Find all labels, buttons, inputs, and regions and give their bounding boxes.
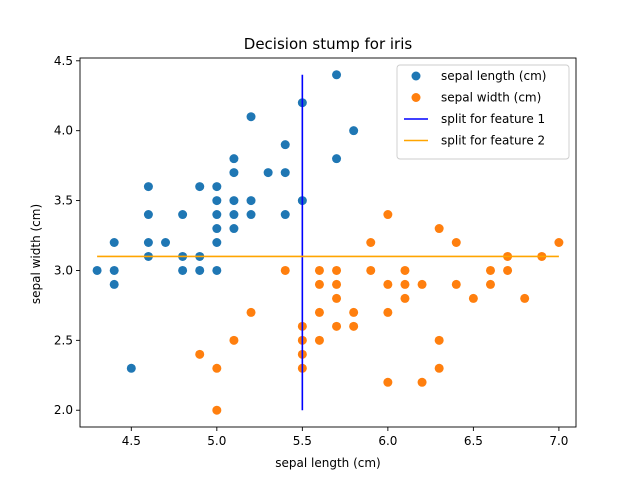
data-point-series-1-10	[314, 265, 324, 275]
data-point-series-1-5	[280, 265, 290, 275]
legend-label-3: split for feature 2	[441, 134, 545, 148]
data-point-series-0-10	[178, 210, 188, 220]
data-point-series-1-27	[400, 279, 410, 289]
x-tick-label-0: 4.5	[122, 434, 141, 448]
legend-box	[396, 64, 570, 160]
data-point-series-1-29	[417, 279, 427, 289]
data-point-series-0-15	[195, 265, 205, 275]
data-point-series-1-41	[520, 293, 530, 303]
data-point-series-1-13	[314, 335, 324, 345]
data-point-series-1-23	[383, 279, 393, 289]
y-tick-label-0: 2.0	[54, 403, 73, 417]
data-point-series-1-17	[332, 321, 342, 331]
data-point-series-0-17	[212, 196, 222, 206]
legend-label-1: sepal width (cm)	[441, 91, 541, 105]
data-point-series-1-1	[212, 363, 222, 373]
data-point-series-0-25	[229, 210, 239, 220]
data-point-series-0-32	[280, 168, 290, 178]
data-point-series-0-18	[212, 210, 222, 220]
x-tick-label-5: 7.0	[549, 434, 568, 448]
data-point-series-0-30	[263, 168, 273, 178]
x-tick-label-1: 5.0	[207, 434, 226, 448]
data-point-series-1-37	[485, 265, 495, 275]
data-point-series-0-29	[246, 210, 256, 220]
legend-label-2: split for feature 1	[441, 112, 545, 126]
data-point-series-0-4	[126, 363, 136, 373]
data-point-series-0-31	[280, 140, 290, 150]
data-point-series-0-6	[143, 210, 153, 220]
data-point-series-0-1	[109, 265, 119, 275]
x-tick-label-3: 6.0	[378, 434, 397, 448]
data-point-series-1-26	[400, 265, 410, 275]
legend: sepal length (cm) sepal width (cm) split f…	[396, 64, 570, 160]
data-point-series-1-15	[332, 279, 342, 289]
data-point-series-1-33	[434, 363, 444, 373]
data-point-series-0-19	[212, 224, 222, 234]
data-point-series-1-38	[485, 279, 495, 289]
y-tick-label-2: 3.0	[54, 263, 73, 277]
y-tick-label-3: 3.5	[54, 194, 73, 208]
data-point-series-0-16	[212, 182, 222, 192]
data-point-series-0-13	[195, 182, 205, 192]
data-point-series-1-16	[332, 293, 342, 303]
data-point-series-0-24	[229, 196, 239, 206]
legend-marker-1	[411, 93, 421, 102]
data-point-series-0-27	[246, 112, 256, 122]
chart-title: Decision stump for iris	[244, 35, 413, 53]
data-point-series-1-2	[212, 405, 222, 415]
data-point-series-1-18	[349, 307, 359, 317]
y-tick-label-4: 4.0	[54, 124, 73, 138]
data-point-series-0-0	[92, 265, 102, 275]
y-tick-label-1: 2.5	[54, 333, 73, 347]
y-axis-label: sepal width (cm)	[29, 204, 43, 304]
x-tick-label-4: 6.5	[464, 434, 483, 448]
data-point-series-0-38	[349, 126, 359, 136]
data-point-series-0-22	[229, 154, 239, 164]
data-point-series-1-0	[195, 349, 205, 359]
data-point-series-0-20	[212, 238, 222, 247]
data-point-series-1-30	[417, 377, 427, 387]
data-point-series-1-28	[400, 293, 410, 303]
legend-marker-0	[411, 71, 421, 81]
data-point-series-1-20	[366, 238, 376, 247]
data-point-series-0-5	[143, 182, 153, 192]
data-point-series-1-12	[314, 307, 324, 317]
data-point-series-1-40	[503, 265, 513, 275]
plot-area: 4.5 5.0 5.5 6.0 6.5 7.0 2.0 2.5 3.0 3.5 4.0 4.5	[54, 54, 577, 448]
data-point-series-0-7	[143, 238, 153, 247]
data-point-series-1-35	[451, 279, 461, 289]
data-point-series-0-26	[229, 224, 239, 234]
data-point-series-1-22	[383, 210, 393, 220]
data-point-series-0-23	[229, 168, 239, 178]
data-point-series-1-3	[229, 335, 239, 345]
data-point-series-0-12	[178, 265, 188, 275]
data-point-series-0-21	[212, 265, 222, 275]
data-point-series-1-31	[434, 224, 444, 234]
data-point-series-1-43	[554, 238, 564, 247]
x-axis-label: sepal length (cm)	[275, 456, 380, 470]
data-point-series-0-36	[332, 70, 342, 80]
data-point-series-1-21	[366, 265, 376, 275]
data-point-series-1-34	[451, 238, 461, 247]
legend-label-0: sepal length (cm)	[441, 69, 546, 83]
data-point-series-1-32	[434, 335, 444, 345]
data-point-series-1-24	[383, 307, 393, 317]
data-point-series-0-2	[109, 279, 119, 289]
data-point-series-0-28	[246, 196, 256, 206]
data-point-series-1-4	[246, 307, 256, 317]
data-point-series-0-3	[109, 238, 119, 247]
data-point-series-1-14	[332, 265, 342, 275]
data-point-series-0-33	[280, 210, 290, 220]
data-point-series-0-9	[161, 238, 171, 247]
data-point-series-1-11	[314, 279, 324, 289]
axes-frame	[79, 57, 577, 428]
y-tick-label-5: 4.5	[54, 54, 73, 68]
x-tick-label-2: 5.5	[293, 434, 312, 448]
data-point-series-1-19	[349, 321, 359, 331]
data-point-series-0-37	[332, 154, 342, 164]
data-point-series-1-36	[468, 293, 478, 303]
data-point-series-1-25	[383, 377, 393, 387]
